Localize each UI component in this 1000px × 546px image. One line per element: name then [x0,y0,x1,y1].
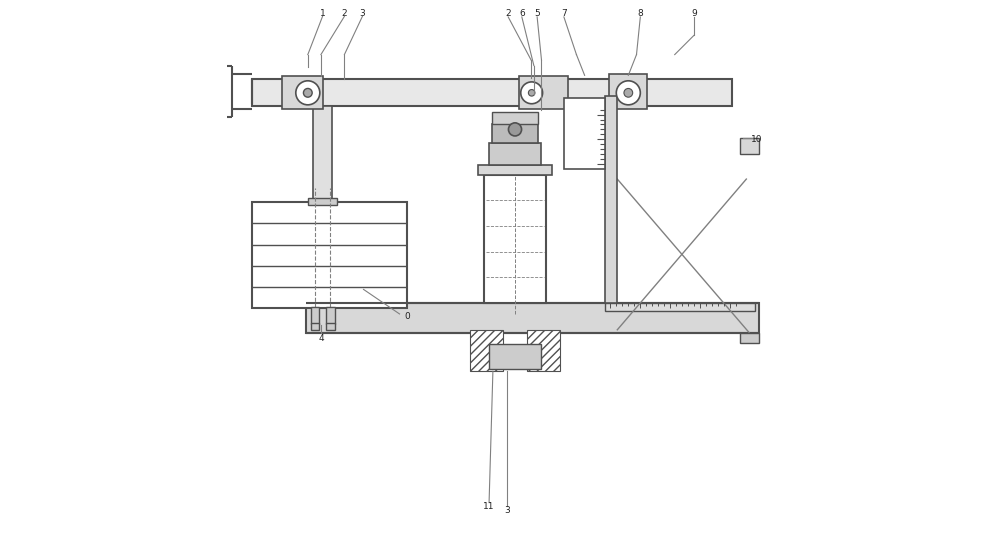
Text: 7: 7 [561,9,567,18]
Text: 2: 2 [342,9,347,18]
Bar [478,165,552,175]
Circle shape [528,90,535,96]
Text: 9: 9 [691,9,697,18]
Circle shape [624,88,633,97]
Text: 2: 2 [505,9,511,18]
Text: 8: 8 [637,9,643,18]
Bar [492,112,538,124]
Bar [311,323,319,330]
Bar [527,330,560,371]
Text: 0: 0 [404,312,410,321]
Text: 10: 10 [751,135,762,144]
Text: 3: 3 [504,506,510,515]
Text: 1: 1 [320,9,325,18]
Text: 5: 5 [534,9,540,18]
Bar [740,138,759,154]
Bar [470,330,503,371]
Text: 4: 4 [318,334,324,343]
Bar [605,96,617,303]
Bar [492,124,538,143]
Bar [519,76,568,109]
Bar [564,98,605,169]
Bar [282,76,323,109]
Circle shape [508,123,522,136]
Bar [252,202,407,308]
Circle shape [521,82,543,104]
Bar [308,198,337,205]
Bar [605,303,755,311]
Circle shape [303,88,312,97]
Bar [740,333,759,343]
Bar [484,175,546,303]
Bar [311,307,319,324]
Text: 6: 6 [519,9,525,18]
Bar [609,74,647,109]
Circle shape [296,81,320,105]
Bar [326,307,335,324]
Bar [306,303,759,333]
Bar [326,323,335,330]
Circle shape [616,81,640,105]
Bar [313,106,332,199]
Bar [252,79,732,106]
Text: 11: 11 [483,502,495,511]
Bar [489,143,541,165]
Text: 3: 3 [360,9,365,18]
Bar [489,344,541,369]
